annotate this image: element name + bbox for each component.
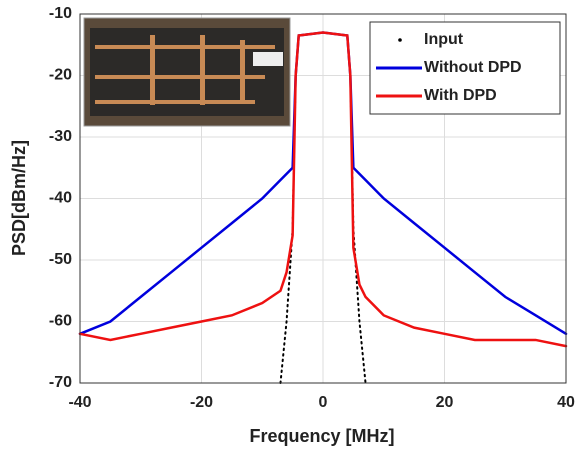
x-tick-label: 40 [557, 394, 575, 411]
y-tick-label: -60 [49, 313, 72, 330]
legend-swatch [398, 38, 402, 42]
series-line [78, 31, 568, 348]
legend-label: Without DPD [424, 59, 522, 76]
inset-trace [95, 100, 255, 104]
y-tick-label: -10 [49, 5, 72, 22]
y-tick-label: -30 [49, 128, 72, 145]
x-axis-label: Frequency [MHz] [249, 426, 394, 446]
inset-trace [150, 35, 155, 105]
inset-trace [95, 75, 265, 79]
y-tick-label: -70 [49, 374, 72, 391]
legend-label: Input [424, 31, 464, 48]
inset-trace [95, 45, 275, 49]
plot-frame [79, 13, 567, 384]
y-tick-label: -50 [49, 251, 72, 268]
x-tick-label: -20 [190, 394, 213, 411]
inset-trace [240, 40, 245, 100]
y-axis-label: PSD[dBm/Hz] [9, 140, 29, 256]
legend-label: With DPD [424, 87, 497, 104]
inset-trace [200, 35, 205, 105]
x-tick-label: 20 [436, 394, 454, 411]
y-tick-label: -40 [49, 190, 72, 207]
x-tick-label: -40 [68, 394, 91, 411]
y-tick-label: -20 [49, 67, 72, 84]
x-tick-label: 0 [319, 394, 328, 411]
inset-label [253, 52, 283, 66]
